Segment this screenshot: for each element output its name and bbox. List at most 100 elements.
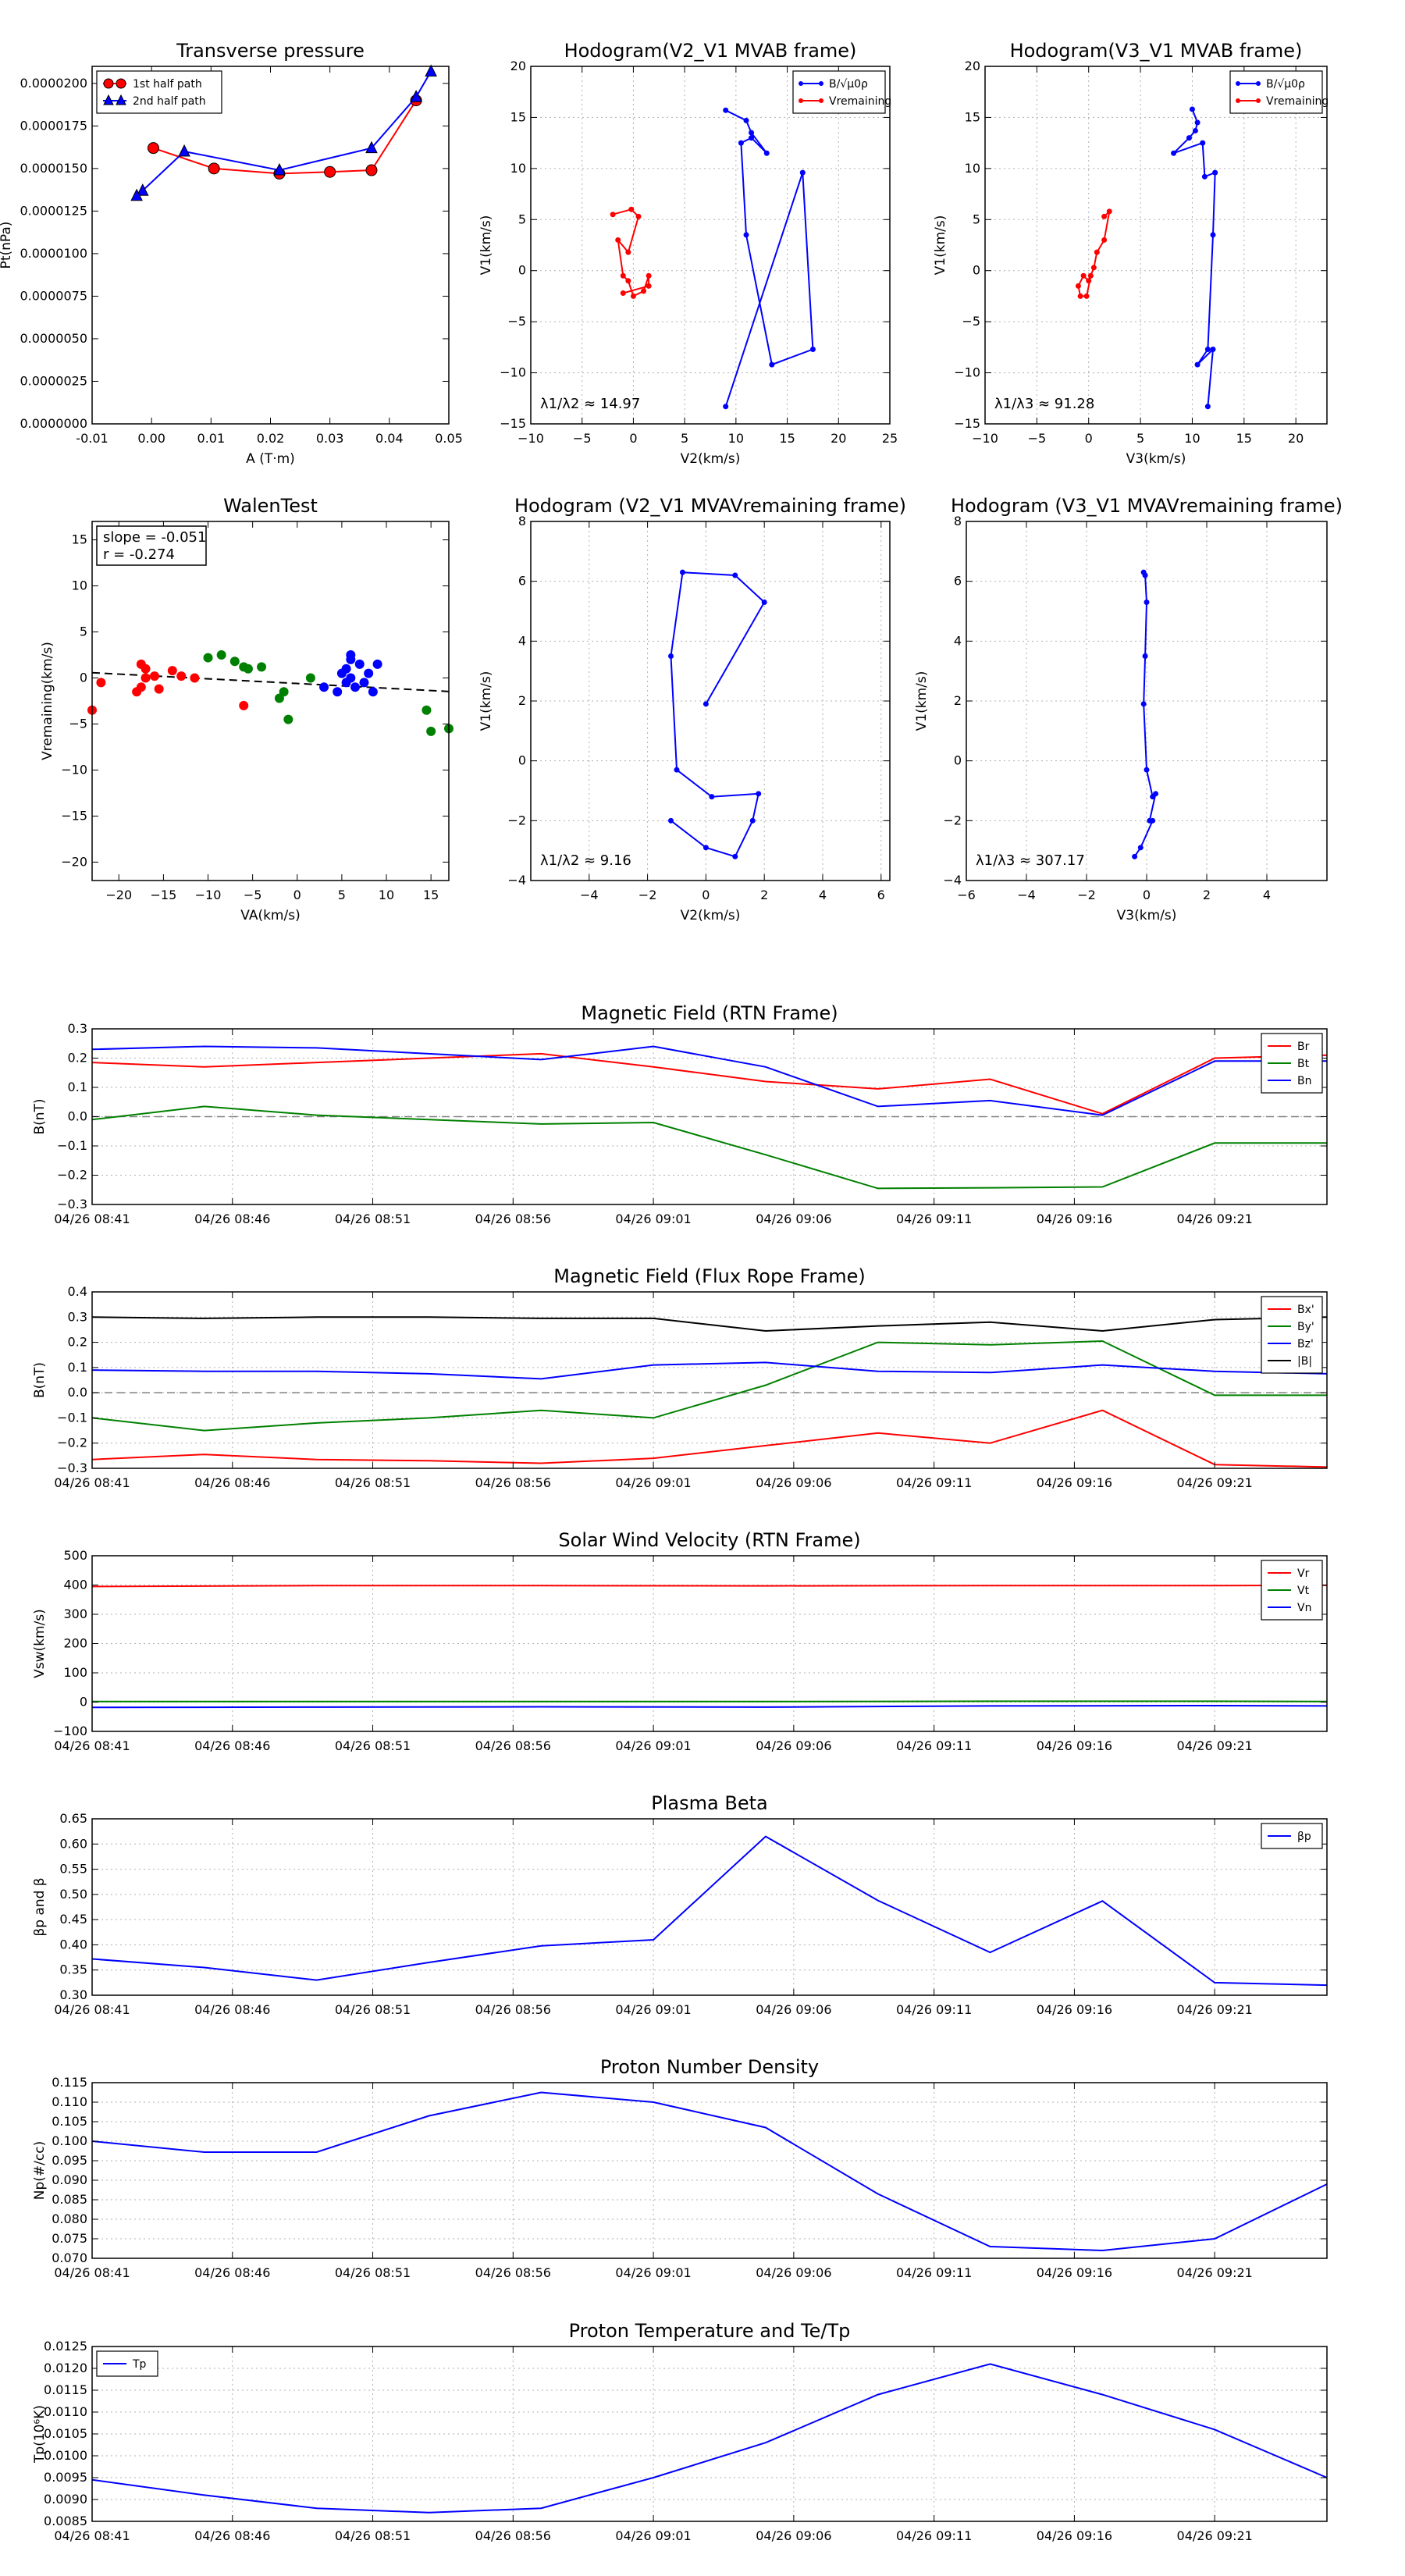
x-tick-label: 5 — [681, 431, 688, 446]
y-tick-label: 0.4 — [68, 1284, 87, 1299]
y-axis-label: V1(km/s) — [478, 671, 494, 731]
y-tick-label: 300 — [63, 1606, 87, 1621]
x-tick-label: −10 — [518, 431, 544, 446]
x-tick-label: 20 — [831, 431, 846, 446]
data-point — [1189, 106, 1195, 112]
x-tick-label: 04/26 09:11 — [896, 2528, 972, 2543]
x-tick-label: 04/26 08:46 — [194, 2265, 270, 2280]
data-point — [723, 404, 729, 410]
y-tick-label: 0.0 — [68, 1385, 87, 1400]
x-tick-label: 04/26 08:46 — [194, 1212, 270, 1226]
data-point — [1201, 173, 1208, 180]
data-point — [1186, 135, 1192, 141]
data-point — [1086, 278, 1092, 284]
series-line-series-0 — [670, 571, 766, 858]
y-tick-label: −0.3 — [57, 1197, 87, 1212]
y-axis-label: V1(km/s) — [933, 215, 948, 276]
data-point — [1200, 140, 1206, 146]
y-tick-label: 8 — [518, 514, 526, 528]
y-tick-label: −100 — [53, 1724, 87, 1738]
y-tick-label: 6 — [954, 574, 962, 589]
data-point — [756, 791, 762, 797]
x-tick-label: -0.01 — [76, 431, 108, 446]
data-point — [364, 668, 374, 678]
legend-marker — [819, 81, 823, 86]
data-point — [1090, 265, 1097, 271]
data-point — [749, 130, 755, 136]
y-tick-label: −0.1 — [57, 1410, 87, 1425]
solar-wind-velocity-chart: 04/26 08:41 04/26 08:46 04/26 08:51 04/26 0… — [32, 1529, 1328, 1753]
data-point — [365, 164, 378, 176]
data-point — [646, 272, 652, 279]
y-tick-label: 6 — [518, 574, 526, 589]
x-axis-label: A (T·m) — [246, 451, 295, 467]
x-tick-label: 0.03 — [316, 431, 344, 446]
y-tick-label: 0.0000175 — [20, 118, 87, 133]
data-point — [243, 664, 253, 674]
legend-marker — [1256, 81, 1261, 86]
x-tick-label: 04/26 09:01 — [615, 2528, 691, 2543]
y-tick-label: 0.0085 — [44, 2514, 87, 2528]
series-line-series-0 — [1133, 571, 1158, 857]
series-line--b- — [91, 1316, 1328, 1332]
y-tick-label: 0.0000100 — [20, 246, 87, 261]
x-tick-label: 10 — [379, 888, 394, 902]
y-tick-label: 0.40 — [59, 1937, 87, 1952]
proton-temperature-chart: 04/26 08:41 04/26 08:46 04/26 08:51 04/26 0… — [32, 2320, 1328, 2543]
data-point — [1101, 213, 1108, 219]
data-point — [1140, 701, 1147, 707]
x-tick-label: 10 — [1184, 431, 1200, 446]
axes-frame — [91, 1818, 1328, 1996]
data-point — [1087, 272, 1094, 279]
y-tick-label: 5 — [80, 624, 87, 639]
series-line-bx- — [91, 1409, 1328, 1468]
x-tick-label: 04/26 09:16 — [1037, 1738, 1112, 1753]
x-tick-label: −2 — [1077, 888, 1096, 902]
chart-title: Solar Wind Velocity (RTN Frame) — [558, 1529, 860, 1551]
data-point — [641, 288, 647, 294]
x-tick-label: 04/26 09:06 — [756, 2002, 831, 2017]
x-tick-label: −2 — [638, 888, 657, 902]
y-axis-label: Vremaining(km/s) — [40, 642, 55, 760]
y-tick-label: 0.55 — [59, 1862, 87, 1877]
axes-frame — [984, 66, 1328, 425]
x-tick-label: 04/26 08:56 — [475, 2265, 551, 2280]
data-point — [283, 714, 293, 724]
x-tick-label: −5 — [1028, 431, 1047, 446]
annotation-box — [96, 525, 207, 566]
x-tick-label: 2 — [1203, 888, 1211, 902]
data-point — [620, 290, 626, 297]
data-point — [365, 141, 378, 154]
chart-title: Hodogram(V2_V1 MVAB frame) — [564, 40, 857, 62]
y-tick-label: 0.070 — [52, 2250, 87, 2265]
y-tick-label: 0.0100 — [44, 2448, 87, 2463]
magnetic-field-flux-rope-chart: 04/26 08:41 04/26 08:46 04/26 08:51 04/26 0… — [32, 1265, 1328, 1490]
legend-box — [1229, 70, 1323, 114]
y-tick-label: 100 — [63, 1665, 87, 1680]
annotation-text: λ1/λ3 ≈ 91.28 — [994, 396, 1094, 412]
series-line-series-0 — [91, 2091, 1328, 2252]
chart-title: Magnetic Field (RTN Frame) — [581, 1002, 838, 1024]
y-tick-label: −2 — [943, 813, 962, 827]
data-point — [354, 659, 365, 669]
x-tick-label: 04/26 08:56 — [475, 1212, 551, 1226]
series-line-tp — [91, 2363, 1328, 2514]
legend-label: Vremaining — [1266, 95, 1329, 108]
y-tick-label: 500 — [63, 1548, 87, 1563]
data-point — [350, 682, 361, 692]
data-point — [178, 144, 190, 157]
legend-label: 2nd half path — [133, 95, 206, 108]
data-point — [799, 169, 806, 176]
x-tick-label: 04/26 09:21 — [1177, 2265, 1253, 2280]
y-tick-label: 0.2 — [68, 1335, 87, 1350]
data-point — [176, 671, 187, 681]
x-tick-label: 04/26 09:21 — [1177, 2002, 1253, 2017]
y-axis-label: B(nT) — [32, 1362, 48, 1398]
chart-title: Proton Number Density — [600, 2056, 819, 2078]
legend-marker — [799, 98, 803, 103]
x-tick-label: 04/26 09:21 — [1177, 1738, 1253, 1753]
data-point — [319, 682, 329, 692]
legend-marker — [116, 78, 126, 89]
x-tick-label: 15 — [779, 431, 795, 446]
y-tick-label: 0.1 — [68, 1080, 87, 1094]
